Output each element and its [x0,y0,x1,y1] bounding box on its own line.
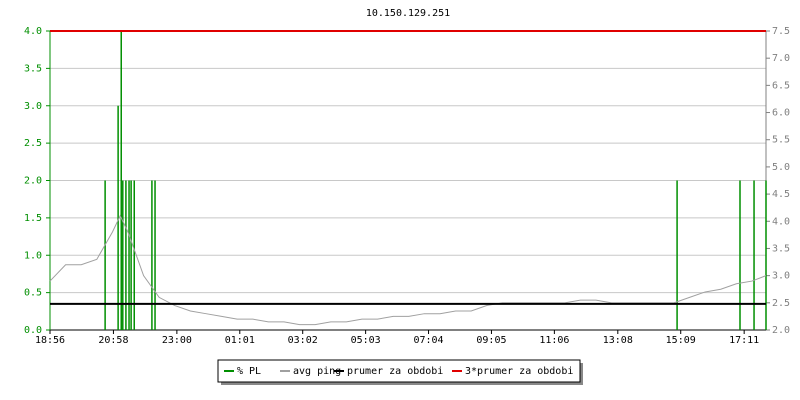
y2-tick-label: 6.0 [772,108,790,119]
y2-tick-label: 2.0 [772,325,790,336]
legend-label: prumer za obdobi [347,366,443,377]
y2-tick-label: 5.0 [772,162,790,173]
x-tick-label: 23:00 [162,335,192,346]
y-tick-label: 3.0 [24,101,42,112]
x-tick-label: 01:01 [225,335,255,346]
ping-line [49,214,767,326]
y-tick-label: 3.5 [24,63,42,74]
legend-label: % PL [237,366,261,377]
x-tick-label: 18:56 [35,335,65,346]
y2-tick-label: 3.5 [772,243,790,254]
x-tick-label: 13:08 [603,335,633,346]
x-tick-label: 05:03 [351,335,381,346]
y-tick-label: 1.0 [24,250,42,261]
legend-box [217,359,581,383]
y2-tick-label: 7.5 [772,26,790,37]
x-tick-label: 20:58 [98,335,128,346]
legend-label: 3*prumer za obdobi [465,366,573,377]
y2-tick-label: 6.5 [772,80,790,91]
x-tick-label: 17:11 [729,335,759,346]
chart-title: 10.150.129.251 [366,8,450,19]
y-tick-label: 4.0 [24,26,42,37]
x-tick-label: 07:04 [413,335,443,346]
x-tick-label: 15:09 [666,335,696,346]
y2-tick-label: 4.0 [772,216,790,227]
y2-tick-label: 4.5 [772,189,790,200]
legend-label: avg ping [293,366,341,377]
y2-tick-label: 5.5 [772,135,790,146]
y-tick-label: 2.5 [24,138,42,149]
x-tick-label: 11:06 [539,335,569,346]
x-tick-label: 09:05 [476,335,506,346]
y-tick-label: 0.0 [24,325,42,336]
y-tick-label: 1.5 [24,213,42,224]
y2-tick-label: 7.0 [772,53,790,64]
y-tick-label: 0.5 [24,288,42,299]
y2-tick-label: 2.5 [772,298,790,309]
y-tick-label: 2.0 [24,176,42,187]
legend: % PL avg ping prumer za obdobi 3*prumer za … [217,359,583,385]
y2-tick-label: 3.0 [772,271,790,282]
x-tick-label: 03:02 [288,335,318,346]
